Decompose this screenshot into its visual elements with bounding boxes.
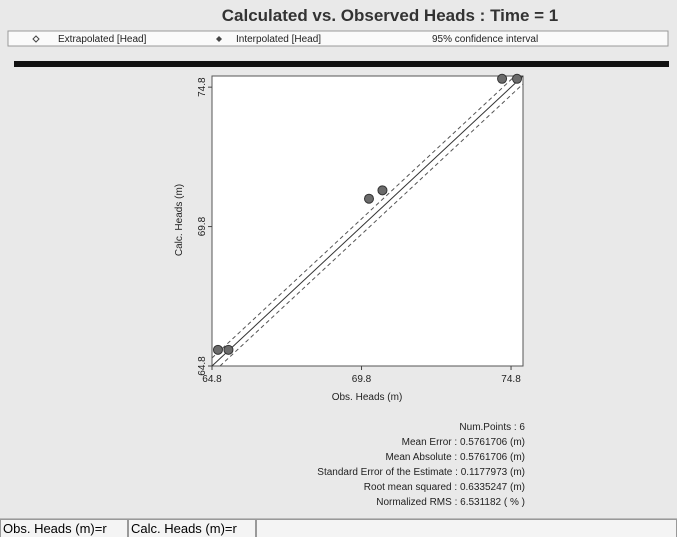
legend-label: Interpolated [Head] [236,34,321,45]
data-point [212,344,223,355]
confidence-line [211,75,516,359]
stat-line: Mean Error : 0.5761706 (m) [402,437,525,448]
status-bar: Obs. Heads (m)=r Calc. Heads (m)=r [0,518,677,537]
chart: Calculated vs. Observed Heads : Time = 1… [7,6,669,508]
stat-line: Num.Points : 6 [459,422,525,433]
chart-title: Calculated vs. Observed Heads : Time = 1 [222,6,559,25]
confidence-line [219,83,524,367]
legend-label: Extrapolated [Head] [58,34,147,45]
status-field [256,519,677,537]
separator [14,61,669,67]
stat-line: Mean Absolute : 0.5761706 (m) [385,452,525,463]
identity-line [211,75,524,367]
status-field: Obs. Heads (m)=r [0,519,128,537]
legend-label: 95% confidence interval [432,34,538,45]
data-point [497,73,508,84]
status-field: Calc. Heads (m)=r [128,519,256,537]
x-tick-label: 64.8 [202,374,222,385]
x-tick-label: 69.8 [352,374,372,385]
legend-marker [216,36,222,42]
legend-marker [32,35,40,43]
y-tick-label: 64.8 [197,356,208,376]
stat-line: Root mean squared : 0.6335247 (m) [364,482,525,493]
y-tick-label: 74.8 [197,77,208,97]
data-point [377,185,388,196]
y-axis-label: Calc. Heads (m) [174,184,185,256]
stat-line: Normalized RMS : 6.531182 ( % ) [376,497,525,508]
data-point [512,73,523,84]
legend-box [7,30,669,47]
y-tick-label: 69.8 [197,216,208,236]
x-axis-label: Obs. Heads (m) [332,392,403,403]
stat-line: Standard Error of the Estimate : 0.11779… [317,467,525,478]
data-point [223,344,234,355]
x-tick-label: 74.8 [501,374,521,385]
data-point [363,193,374,204]
